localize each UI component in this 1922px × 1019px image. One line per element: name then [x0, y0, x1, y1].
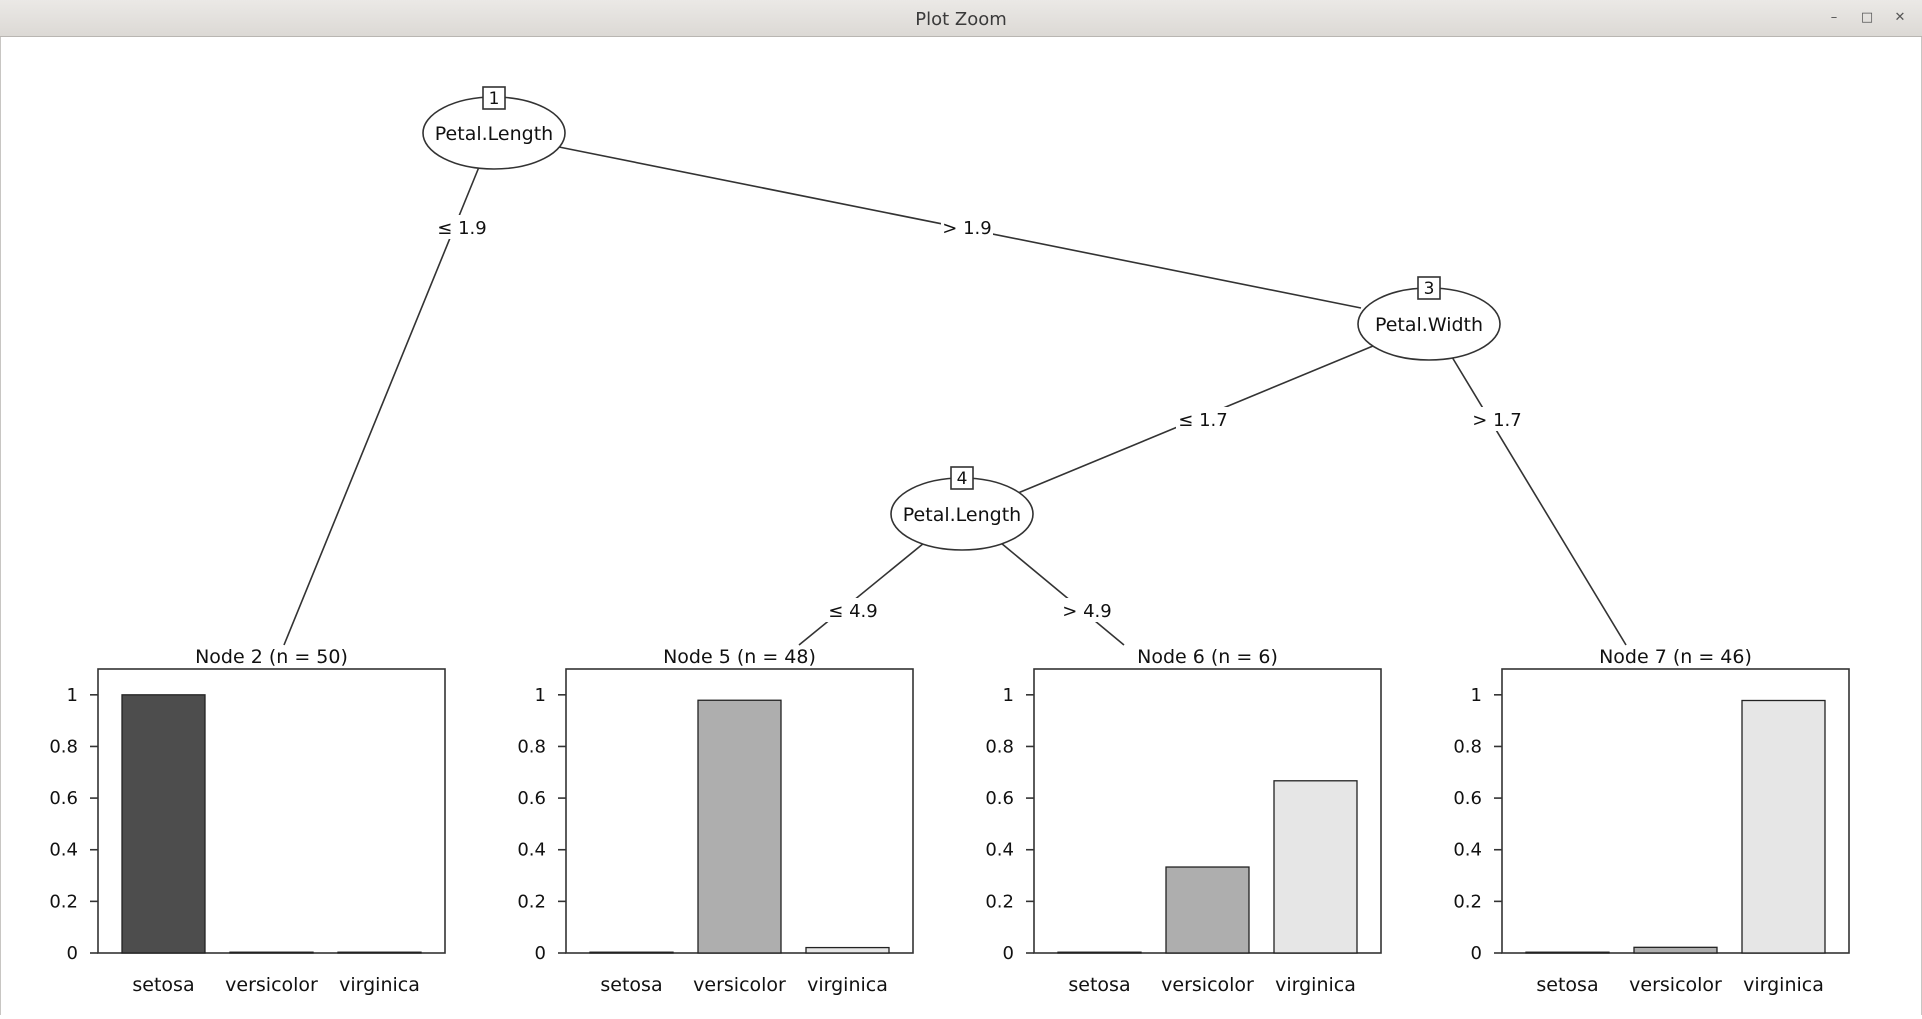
node-id-3: 3 — [1424, 279, 1435, 299]
y-tick-label: 1 — [535, 685, 546, 706]
y-tick-label: 0.6 — [985, 788, 1014, 809]
y-tick-label: 0.4 — [1453, 840, 1482, 861]
bar-virginica — [1273, 780, 1358, 954]
y-tick-label: 0 — [535, 943, 546, 964]
inner-node-4[interactable]: 4 Petal.Length — [890, 466, 1034, 551]
edge-label-4-6: > 4.9 — [1062, 601, 1111, 622]
edge-4-5 — [798, 542, 925, 646]
y-tick-label: 0 — [1003, 943, 1014, 964]
terminal-node-2: Node 2 (n = 50) 0 0.2 0.4 0.6 0.8 1 setosa versi… — [49, 646, 446, 996]
x-tick-label: versicolor — [693, 974, 786, 996]
y-tick-label: 0.8 — [49, 736, 78, 757]
bar-setosa — [121, 694, 206, 954]
x-tick-label: versicolor — [1161, 974, 1254, 996]
bar-setosa — [1057, 951, 1142, 954]
window-title: Plot Zoom — [915, 9, 1007, 30]
x-tick-label: setosa — [1536, 974, 1598, 996]
y-tick-label: 0.4 — [517, 840, 546, 861]
y-tick-label: 0 — [1471, 943, 1482, 964]
terminal-node-6: Node 6 (n = 6) 0 0.2 0.4 0.6 0.8 1 setosa versic… — [985, 646, 1382, 996]
node-label-4: Petal.Length — [903, 504, 1021, 526]
bar-versicolor — [697, 699, 782, 954]
edge-label-1-3: > 1.9 — [942, 218, 991, 239]
edge-label-4-5: ≤ 4.9 — [828, 601, 877, 622]
node-title: Node 7 (n = 46) — [1599, 646, 1752, 668]
bar-versicolor — [1633, 946, 1718, 954]
decision-tree-plot: ≤ 1.9 > 1.9 ≤ 1.7 > 1.7 ≤ 4.9 > 4.9 1 Pe… — [49, 86, 1850, 996]
y-tick-label: 1 — [1003, 685, 1014, 706]
x-tick-label: setosa — [1068, 974, 1130, 996]
node-label-1: Petal.Length — [435, 123, 553, 145]
edge-3-7 — [1451, 356, 1627, 646]
y-tick-label: 0.6 — [517, 788, 546, 809]
y-tick-label: 0.8 — [517, 736, 546, 757]
y-tick-label: 0.2 — [517, 891, 546, 912]
terminal-node-5: Node 5 (n = 48) 0 0.2 0.4 0.6 0.8 1 setosa versi… — [517, 646, 914, 996]
bar-setosa — [1525, 951, 1610, 954]
edge-labels: ≤ 1.9 > 1.9 ≤ 1.7 > 1.7 ≤ 4.9 > 4.9 — [436, 215, 1524, 622]
y-tick-label: 0.2 — [49, 891, 78, 912]
x-tick-label: setosa — [132, 974, 194, 996]
inner-node-1[interactable]: 1 Petal.Length — [422, 86, 566, 170]
x-tick-label: virginica — [807, 974, 888, 996]
x-tick-label: virginica — [339, 974, 420, 996]
terminal-node-7: Node 7 (n = 46) 0 0.2 0.4 0.6 0.8 1 setosa versi… — [1453, 646, 1850, 996]
y-tick-label: 0 — [67, 943, 78, 964]
bar-virginica — [805, 946, 890, 954]
y-tick-label: 0.8 — [1453, 736, 1482, 757]
edge-label-3-4: ≤ 1.7 — [1178, 410, 1227, 431]
y-tick-label: 0.2 — [1453, 891, 1482, 912]
node-title: Node 2 (n = 50) — [195, 646, 348, 668]
window-titlebar: Plot Zoom – □ ✕ — [0, 0, 1922, 37]
minimize-button[interactable]: – — [1830, 10, 1838, 25]
edge-label-1-2: ≤ 1.9 — [437, 218, 486, 239]
bar-virginica — [337, 951, 422, 954]
y-tick-label: 1 — [1471, 685, 1482, 706]
y-tick-label: 0.8 — [985, 736, 1014, 757]
node-label-3: Petal.Width — [1375, 314, 1483, 336]
bar-virginica — [1741, 699, 1826, 954]
bar-versicolor — [1165, 866, 1250, 954]
terminal-node-charts: Node 2 (n = 50) 0 0.2 0.4 0.6 0.8 1 setosa versi… — [49, 646, 1850, 996]
x-tick-label: versicolor — [225, 974, 318, 996]
plot-area: ≤ 1.9 > 1.9 ≤ 1.7 > 1.7 ≤ 4.9 > 4.9 1 Pe… — [0, 37, 1922, 1015]
x-tick-label: setosa — [600, 974, 662, 996]
x-tick-label: virginica — [1743, 974, 1824, 996]
close-button[interactable]: ✕ — [1894, 10, 1906, 25]
y-tick-label: 0.6 — [49, 788, 78, 809]
y-tick-label: 0.2 — [985, 891, 1014, 912]
x-tick-label: versicolor — [1629, 974, 1722, 996]
bar-versicolor — [229, 951, 314, 954]
restore-button[interactable]: □ — [1860, 10, 1874, 25]
edge-label-3-7: > 1.7 — [1472, 410, 1521, 431]
bar-setosa — [589, 951, 674, 954]
y-tick-label: 1 — [67, 685, 78, 706]
x-tick-label: virginica — [1275, 974, 1356, 996]
y-tick-label: 0.4 — [49, 840, 78, 861]
node-id-4: 4 — [957, 469, 968, 489]
edge-1-2 — [283, 166, 480, 646]
node-title: Node 6 (n = 6) — [1137, 646, 1278, 668]
inner-node-3[interactable]: 3 Petal.Width — [1357, 276, 1501, 361]
y-tick-label: 0.4 — [985, 840, 1014, 861]
edge-4-6 — [1000, 542, 1125, 646]
y-tick-label: 0.6 — [1453, 788, 1482, 809]
node-id-1: 1 — [489, 89, 500, 109]
node-title: Node 5 (n = 48) — [663, 646, 816, 668]
